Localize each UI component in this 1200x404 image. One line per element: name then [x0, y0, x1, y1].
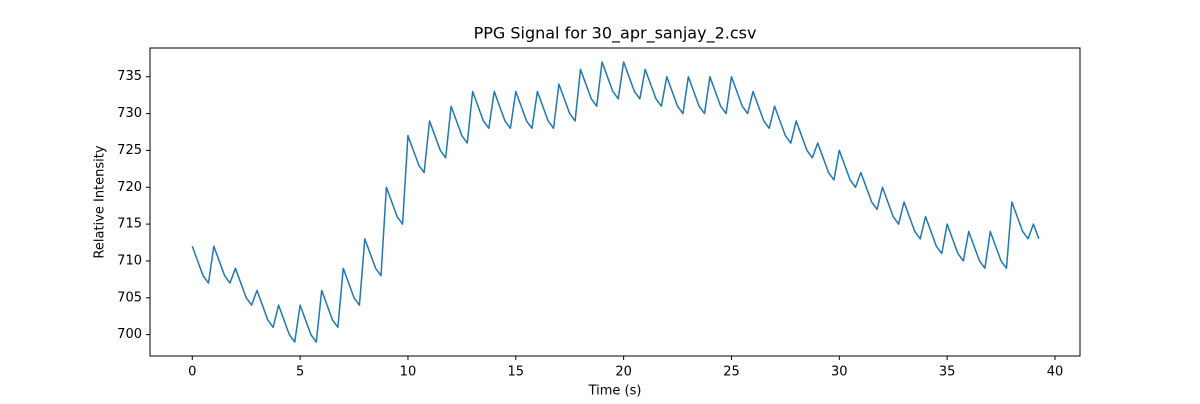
y-tick-label: 705: [117, 290, 142, 305]
x-tick-label: 20: [615, 365, 632, 380]
y-tick-label: 715: [117, 217, 142, 232]
x-tick-label: 25: [723, 365, 740, 380]
y-tick-label: 700: [117, 327, 142, 342]
y-tick-label: 735: [117, 69, 142, 84]
x-tick-label: 35: [939, 365, 956, 380]
x-tick-label: 15: [508, 365, 525, 380]
chart-title: PPG Signal for 30_apr_sanjay_2.csv: [474, 24, 757, 44]
x-tick-label: 0: [188, 365, 196, 380]
y-axis-label: Relative Intensity: [93, 145, 108, 258]
y-tick-label: 730: [117, 106, 142, 121]
x-axis-label: Time (s): [588, 384, 642, 399]
y-tick-label: 710: [117, 253, 142, 268]
x-tick-label: 40: [1047, 365, 1064, 380]
plot-frame: [149, 47, 1081, 357]
line-series: [191, 61, 1040, 343]
x-tick-label: 30: [831, 365, 848, 380]
x-tick-label: 10: [400, 365, 417, 380]
y-tick-label: 725: [117, 143, 142, 158]
x-tick-label: 5: [296, 365, 304, 380]
y-tick-label: 720: [117, 180, 142, 195]
